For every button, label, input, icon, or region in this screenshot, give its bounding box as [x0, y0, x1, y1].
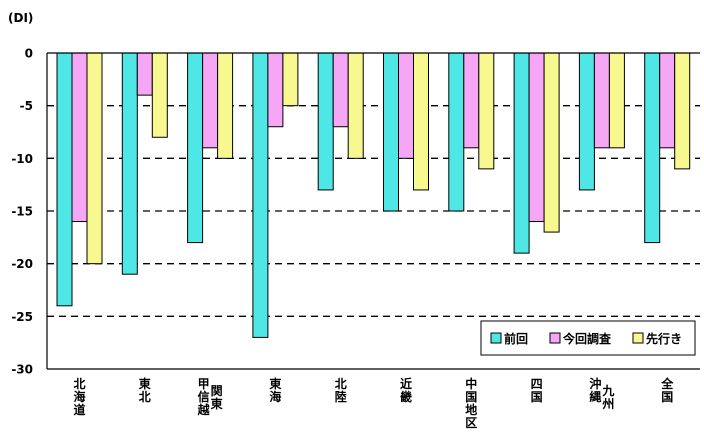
- x-category-label: 関東: [211, 384, 223, 411]
- x-category-label: 北陸: [335, 376, 347, 404]
- bar-2-6: [478, 52, 495, 170]
- bar-2-8: [608, 52, 625, 149]
- legend-swatch-2: [632, 332, 644, 344]
- y-unit-label: (DI): [8, 11, 33, 25]
- x-category-label: 北海道: [73, 376, 85, 417]
- x-category-label: 四国: [531, 377, 543, 404]
- legend-label-1: 今回調査: [562, 331, 612, 346]
- legend: 前回 今回調査 先行き: [480, 320, 696, 356]
- x-category-label: 近畿: [400, 376, 412, 404]
- bar-2-5: [413, 52, 429, 191]
- bar-1-6: [463, 52, 480, 149]
- y-tick-label: -20: [11, 257, 33, 271]
- bar-0-8: [578, 52, 595, 191]
- x-category-label: 全国: [660, 376, 674, 404]
- bar-1-1: [136, 52, 153, 96]
- y-tick-label: -30: [11, 363, 33, 377]
- legend-swatch-0: [490, 332, 502, 344]
- bar-0-7: [513, 52, 530, 254]
- legend-box: [480, 320, 696, 356]
- bar-0-2: [187, 52, 204, 244]
- bar-1-4: [332, 52, 349, 128]
- y-tick-label: -5: [20, 99, 33, 113]
- bar-2-1: [151, 52, 168, 138]
- bar-0-5: [383, 52, 399, 212]
- bar-0-1: [121, 52, 138, 275]
- bar-2-7: [543, 52, 560, 233]
- legend-label-0: 前回: [504, 331, 528, 346]
- y-tick-label: -15: [11, 205, 33, 219]
- bar-2-0: [86, 52, 103, 265]
- bar-0-0: [56, 52, 73, 307]
- bar-0-3: [252, 52, 269, 338]
- bar-0-6: [448, 52, 465, 212]
- bar-2-3: [282, 52, 299, 107]
- bar-1-8: [593, 52, 610, 149]
- x-category-label: 甲信越: [197, 377, 211, 417]
- legend-swatch-1: [549, 332, 561, 344]
- bar-1-9: [659, 52, 676, 149]
- bar-1-5: [398, 52, 414, 159]
- x-category-label: 九州: [601, 383, 614, 411]
- legend-label-2: 先行き: [646, 331, 682, 346]
- bar-1-7: [528, 52, 545, 223]
- y-axis-tick-labels: 0 -5 -10 -15 -20 -25 -30: [11, 47, 33, 377]
- bar-1-0: [71, 52, 88, 223]
- bar-0-9: [644, 52, 661, 244]
- bar-1-2: [202, 52, 219, 149]
- y-tick-label: -25: [11, 310, 33, 324]
- y-tick-label: -10: [11, 152, 33, 166]
- bar-2-2: [217, 52, 234, 159]
- x-category-label: 東北: [139, 376, 151, 404]
- axes: [46, 52, 700, 370]
- bar-1-3: [267, 52, 284, 128]
- bar-2-9: [674, 52, 691, 170]
- bars: [56, 52, 691, 338]
- bar-0-4: [317, 52, 334, 191]
- x-category-label: 沖縄: [589, 376, 601, 404]
- x-category-label: 東海: [269, 376, 281, 404]
- y-tick-label: 0: [25, 47, 33, 61]
- bar-2-4: [347, 52, 364, 159]
- x-category-label: 中国地区: [465, 376, 477, 430]
